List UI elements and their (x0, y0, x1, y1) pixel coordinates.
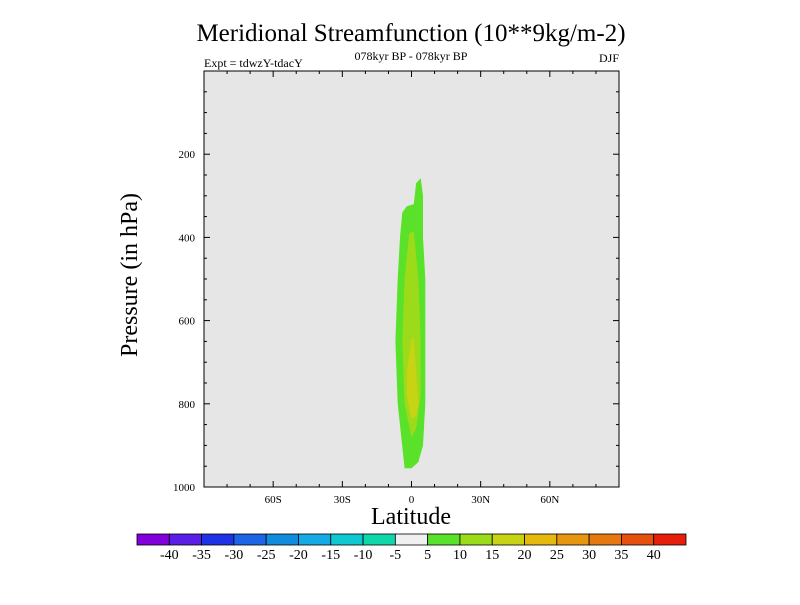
colorbar-swatch (588, 533, 622, 546)
colorbar-label: 30 (582, 548, 596, 563)
colorbar-label: -5 (390, 548, 402, 563)
colorbar-label: 35 (614, 548, 628, 563)
colorbar-label: 10 (453, 548, 467, 563)
colorbar: -40 -35 -30 -25 -20 -15 -10 -5 5 10 15 20 25 30 35 40 (136, 533, 687, 563)
y-tick-label: 1000 (173, 482, 196, 494)
colorbar-swatch (265, 533, 299, 546)
colorbar-swatch (459, 533, 493, 546)
chart-title: Meridional Streamfunction (10**9kg/m-2) (196, 20, 625, 47)
y-axis: 200 400 600 800 1000 (173, 91, 619, 494)
colorbar-swatch (233, 533, 267, 546)
colorbar-label: 20 (518, 548, 532, 563)
colorbar-label: -10 (354, 548, 373, 563)
chart-subtitle-center: 078kyr BP - 078kyr BP (355, 49, 468, 63)
colorbar-label: 5 (424, 548, 431, 563)
y-tick-label: 800 (179, 399, 196, 411)
x-tick-label: 0 (409, 494, 415, 506)
colorbar-swatch (653, 533, 687, 546)
colorbar-swatch (491, 533, 525, 546)
colorbar-swatch (394, 533, 429, 546)
x-tick-label: 60N (540, 494, 559, 506)
x-tick-label: 60S (265, 494, 282, 506)
colorbar-label: -25 (257, 548, 276, 563)
colorbar-swatch (556, 533, 590, 546)
colorbar-swatch (136, 533, 170, 546)
colorbar-label: 25 (550, 548, 564, 563)
y-tick-label: 200 (179, 149, 196, 161)
colorbar-swatch (330, 533, 364, 546)
colorbar-label: 40 (647, 548, 661, 563)
colorbar-label: -35 (192, 548, 211, 563)
x-axis: 60S 30S 0 30N 60N (226, 71, 597, 506)
colorbar-swatch (201, 533, 235, 546)
y-tick-label: 600 (179, 316, 196, 328)
colorbar-label: -40 (160, 548, 179, 563)
x-tick-label: 30N (471, 494, 490, 506)
colorbar-label: -30 (225, 548, 244, 563)
colorbar-swatch (298, 533, 332, 546)
colorbar-label: -15 (321, 548, 340, 563)
y-axis-title: Pressure (in hPa) (117, 193, 143, 357)
colorbar-label: 15 (485, 548, 499, 563)
colorbar-swatch (524, 533, 558, 546)
colorbar-swatch (168, 533, 202, 546)
contour-region-3 (406, 337, 419, 419)
x-tick-label: 30S (334, 494, 351, 506)
plot-area (203, 70, 620, 488)
x-axis-title: Latitude (371, 504, 451, 530)
chart-subtitle-right: DJF (599, 51, 619, 65)
colorbar-swatch (427, 533, 461, 546)
y-tick-label: 400 (179, 232, 196, 244)
colorbar-swatch (621, 533, 655, 546)
colorbar-swatch (362, 533, 396, 546)
chart-subtitle-left: Expt = tdwzY-tdacY (204, 56, 303, 70)
colorbar-label: -20 (289, 548, 308, 563)
